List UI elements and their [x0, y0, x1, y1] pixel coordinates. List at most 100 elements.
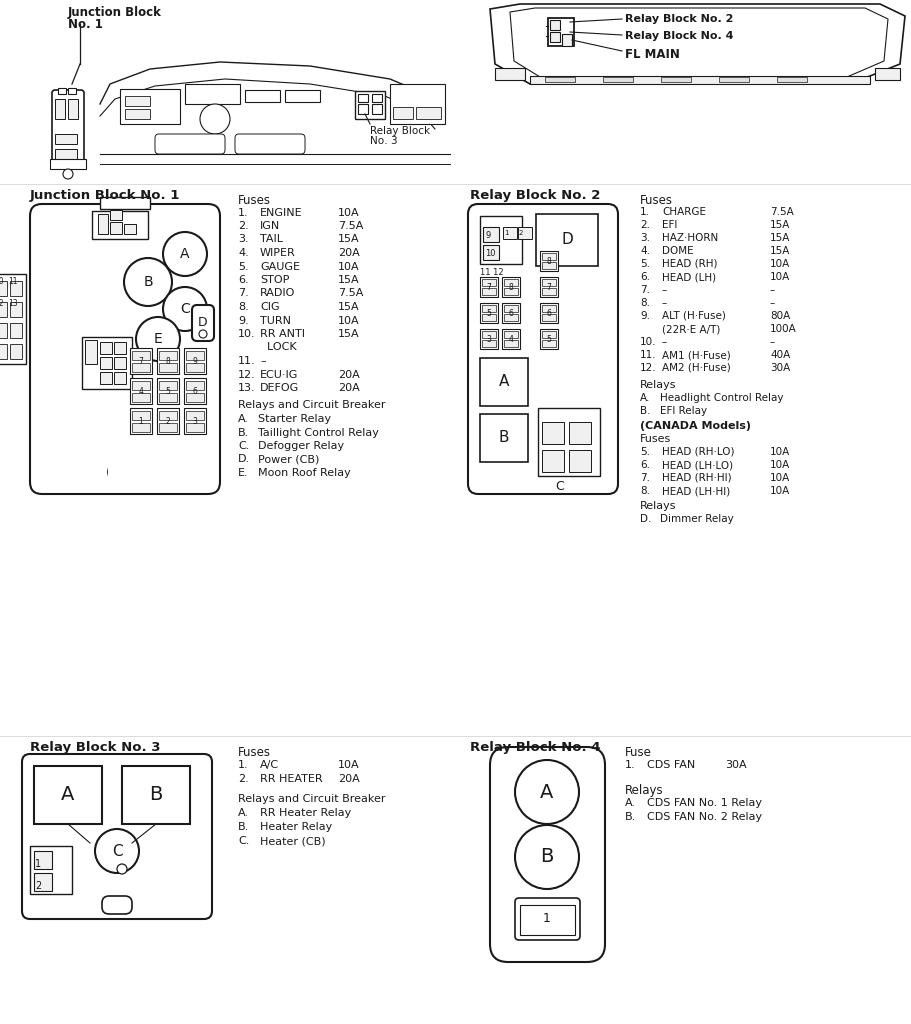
Text: 80A: 80A	[770, 311, 790, 321]
Text: D: D	[561, 232, 573, 248]
Text: B.: B.	[640, 406, 650, 416]
Text: CDS FAN No. 1 Relay: CDS FAN No. 1 Relay	[647, 798, 762, 808]
Text: EFI Relay: EFI Relay	[660, 406, 707, 416]
Text: 10A: 10A	[770, 486, 790, 496]
Text: Moon Roof Relay: Moon Roof Relay	[258, 468, 351, 478]
Text: Junction Block: Junction Block	[68, 6, 162, 19]
Text: HAZ·HORN: HAZ·HORN	[662, 233, 718, 243]
Bar	[245, 90, 280, 102]
Bar	[0, 323, 7, 338]
Text: Relays and Circuit Breaker: Relays and Circuit Breaker	[238, 400, 385, 411]
Bar	[55, 99, 65, 119]
Text: 3.: 3.	[238, 234, 249, 245]
Bar	[85, 340, 97, 364]
Circle shape	[124, 258, 172, 306]
Text: (22R·E A/T): (22R·E A/T)	[662, 324, 721, 334]
Text: D.: D.	[238, 455, 251, 465]
Text: B: B	[540, 848, 554, 866]
Text: 6.: 6.	[640, 272, 650, 282]
Text: 10A: 10A	[338, 315, 360, 326]
Text: TAIL: TAIL	[260, 234, 283, 245]
Text: Relay Block No. 4: Relay Block No. 4	[470, 741, 600, 754]
Bar	[157, 378, 179, 404]
Circle shape	[63, 169, 73, 179]
Bar	[124, 224, 136, 234]
Bar	[68, 99, 78, 119]
Bar	[483, 245, 499, 260]
Bar	[34, 851, 52, 869]
Text: Junction Block No. 1: Junction Block No. 1	[30, 189, 180, 202]
Bar	[480, 303, 498, 323]
Text: RR HEATER: RR HEATER	[260, 774, 322, 784]
Polygon shape	[490, 4, 905, 84]
Text: Relays and Circuit Breaker: Relays and Circuit Breaker	[238, 794, 385, 804]
Text: 2.: 2.	[238, 774, 249, 784]
Bar	[100, 342, 112, 354]
Text: 30A: 30A	[770, 362, 790, 373]
Circle shape	[200, 104, 230, 134]
Bar	[542, 331, 556, 338]
Text: Dimmer Relay: Dimmer Relay	[660, 514, 733, 524]
Circle shape	[515, 760, 579, 824]
Text: 1.: 1.	[238, 760, 249, 770]
Circle shape	[163, 232, 207, 276]
Text: 1: 1	[543, 912, 551, 926]
Bar	[495, 68, 525, 80]
Bar	[540, 329, 558, 349]
Text: C.: C.	[238, 441, 250, 451]
Bar	[125, 96, 150, 106]
Text: GAUGE: GAUGE	[260, 261, 300, 271]
FancyBboxPatch shape	[490, 746, 605, 962]
Bar	[110, 222, 122, 234]
Text: 10A: 10A	[338, 760, 360, 770]
Text: A.: A.	[238, 414, 249, 424]
Bar	[372, 94, 382, 102]
Circle shape	[108, 460, 132, 484]
Bar	[393, 106, 413, 119]
Text: ECU·IG: ECU·IG	[260, 370, 299, 380]
Text: 5: 5	[547, 335, 551, 343]
Text: 1: 1	[35, 859, 41, 869]
Text: B.: B.	[625, 812, 636, 822]
Text: A.: A.	[238, 808, 249, 818]
Text: 13.: 13.	[238, 383, 256, 393]
Text: Relay Block: Relay Block	[370, 126, 430, 136]
Bar	[482, 314, 496, 321]
Bar	[483, 227, 499, 242]
Text: 6: 6	[547, 308, 551, 317]
Bar	[502, 278, 520, 297]
Text: 6: 6	[508, 308, 514, 317]
Text: A/C: A/C	[260, 760, 279, 770]
Bar	[108, 444, 133, 489]
Bar	[503, 227, 517, 239]
Text: 1: 1	[138, 418, 143, 427]
Text: 10A: 10A	[770, 473, 790, 483]
Text: –: –	[662, 337, 667, 347]
Bar	[603, 77, 633, 82]
Text: TURN: TURN	[260, 315, 291, 326]
Text: B.: B.	[238, 822, 250, 831]
Bar	[186, 411, 204, 420]
Bar	[482, 279, 496, 286]
Text: 7.5A: 7.5A	[338, 289, 363, 299]
Text: 8.: 8.	[238, 302, 249, 312]
Text: 3.: 3.	[640, 233, 650, 243]
Text: WIPER: WIPER	[260, 248, 296, 258]
Text: 6.: 6.	[238, 275, 249, 285]
Bar	[132, 393, 150, 402]
Text: 4: 4	[508, 335, 514, 343]
Circle shape	[117, 864, 127, 874]
Text: –: –	[662, 285, 667, 295]
Circle shape	[136, 317, 180, 361]
Bar	[358, 94, 368, 102]
Text: 4.: 4.	[238, 248, 249, 258]
Bar	[542, 262, 556, 269]
Text: 30A: 30A	[725, 760, 747, 770]
Bar	[480, 216, 522, 264]
FancyBboxPatch shape	[155, 134, 225, 154]
Text: Fuses: Fuses	[640, 434, 671, 444]
Text: D.: D.	[640, 514, 651, 524]
Bar	[358, 104, 368, 114]
Text: 1.: 1.	[238, 208, 249, 217]
Bar	[536, 214, 598, 266]
